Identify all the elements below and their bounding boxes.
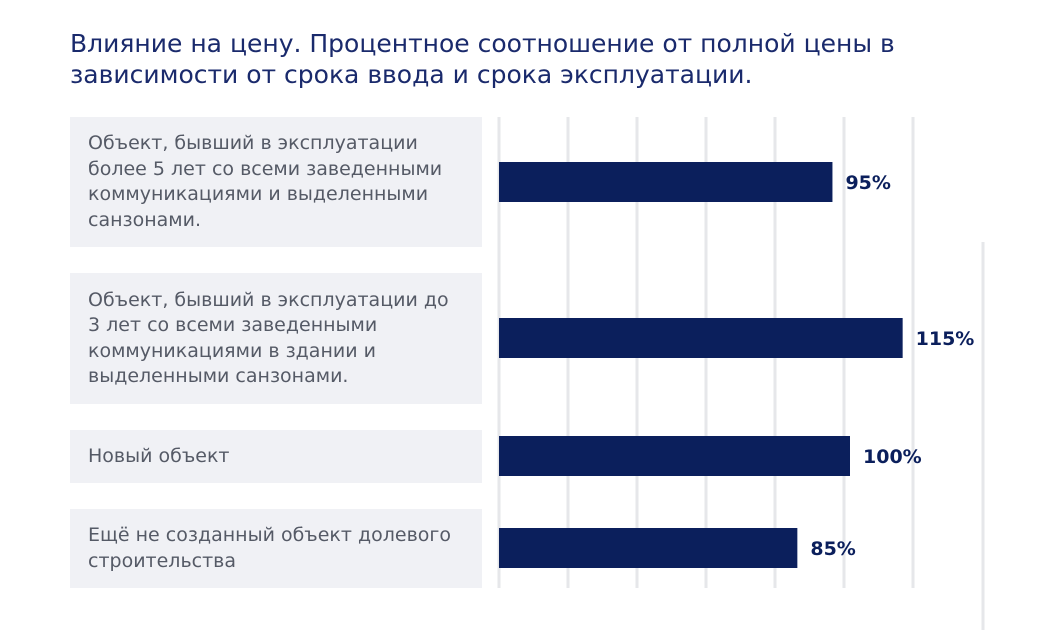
- bar-2: [499, 436, 850, 476]
- category-label-over-5-years: Объект, бывший в эксплуатации более 5 ле…: [70, 117, 482, 247]
- value-label-2: 100%: [863, 446, 922, 468]
- value-label-0: 95%: [845, 172, 890, 194]
- value-label-1: 115%: [916, 328, 975, 350]
- category-label-up-to-3-years: Объект, бывший в эксплуатации до 3 лет с…: [70, 273, 482, 404]
- category-label-new-object: Новый объект: [70, 430, 482, 483]
- value-label-3: 85%: [810, 538, 855, 560]
- bar-3: [499, 528, 798, 568]
- bar-0: [499, 162, 833, 202]
- chart-title: Влияние на цену. Процентное соотношение …: [70, 29, 895, 89]
- category-label-under-construction: Ещё не созданный объект долевого строите…: [70, 509, 482, 588]
- bar-1: [499, 318, 903, 358]
